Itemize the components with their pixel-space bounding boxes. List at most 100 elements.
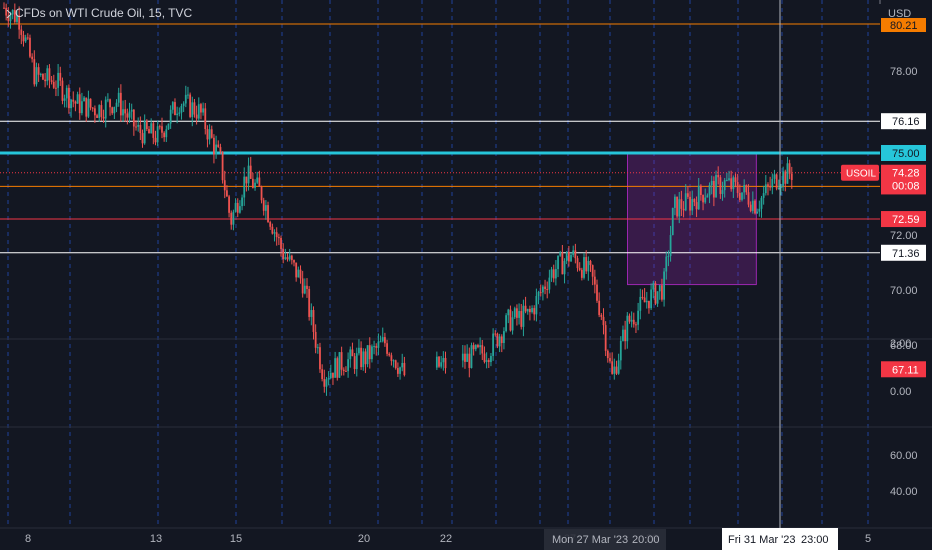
candle-body — [340, 352, 343, 370]
candle-body — [301, 278, 304, 294]
candle-body — [139, 124, 142, 134]
candle-body — [585, 257, 588, 272]
candle-body — [132, 109, 135, 127]
candle-body — [184, 94, 187, 104]
candle-body — [782, 171, 785, 186]
candle-body — [624, 329, 627, 342]
candle-body — [444, 357, 447, 369]
candle-body — [290, 255, 293, 261]
candle-body — [106, 99, 109, 101]
candle-body — [100, 105, 103, 117]
candle-body — [751, 200, 754, 211]
candle-body — [639, 296, 642, 311]
candle-body — [65, 87, 68, 99]
x-tick-label: 22 — [440, 533, 452, 545]
candle-body — [78, 94, 81, 114]
candle-body — [686, 193, 689, 197]
level-76.16-badge — [881, 113, 926, 130]
level-72.59-label: 72.59 — [892, 214, 920, 226]
candle-body — [769, 185, 772, 188]
candle-body — [76, 94, 79, 104]
candle-body — [570, 254, 572, 262]
candle-body — [567, 251, 570, 262]
candle-body — [552, 269, 555, 279]
candle-body — [559, 252, 562, 256]
candle-body — [390, 355, 393, 361]
candle-body — [135, 126, 137, 128]
candle-body — [174, 102, 176, 116]
candle-body — [362, 351, 365, 368]
candle-body — [643, 297, 646, 303]
candle-body — [635, 324, 637, 326]
candle-body — [788, 163, 791, 174]
level-71.36-label: 71.36 — [892, 248, 920, 260]
candle-body — [154, 137, 157, 143]
candle-body — [580, 269, 583, 278]
candle-body — [165, 129, 168, 138]
candle-body — [171, 102, 174, 110]
candle-body — [182, 103, 185, 106]
candle-body — [286, 257, 289, 260]
candle-body — [507, 309, 510, 316]
candle-body — [16, 15, 18, 22]
candle-body — [234, 202, 237, 212]
candle-body — [589, 261, 592, 266]
candle-body — [591, 265, 594, 277]
candle-body — [273, 232, 276, 234]
candle-body — [141, 133, 144, 144]
candle-body — [22, 34, 25, 42]
candle-body — [72, 99, 75, 102]
countdown-label: 00:08 — [892, 181, 920, 193]
candle-body — [299, 269, 302, 279]
candle-body — [738, 192, 741, 200]
candle-body — [342, 369, 345, 371]
candle-body — [87, 98, 90, 117]
candle-body — [156, 126, 159, 143]
candle-body — [637, 310, 640, 325]
candle-body — [314, 331, 317, 348]
indicator-tick: 60.00 — [890, 450, 918, 462]
candle-body — [648, 300, 650, 309]
candle-body — [520, 311, 523, 327]
candle-body — [628, 315, 631, 322]
candle-body — [180, 105, 183, 113]
candle-body — [381, 337, 384, 342]
candle-body — [790, 173, 793, 181]
crosshair-date-label: Fri 31 Mar '23 — [728, 534, 796, 546]
candle-body — [7, 15, 10, 22]
candle-body — [193, 102, 196, 115]
candle-body — [375, 346, 378, 348]
candle-body — [596, 284, 598, 301]
candle-body — [622, 329, 624, 341]
candle-body — [323, 379, 326, 387]
candle-body — [48, 68, 51, 81]
collapse-arrow-icon[interactable] — [6, 10, 12, 18]
candle-body — [442, 357, 445, 363]
candle-body — [606, 350, 609, 359]
candle-body — [115, 102, 118, 107]
candle-body — [706, 195, 709, 198]
chart-header: CFDs on WTI Crude Oil, 15, TVC — [6, 6, 192, 20]
candle-body — [98, 105, 101, 118]
candle-body — [215, 144, 217, 155]
candle-body — [758, 208, 761, 212]
candle-body — [695, 202, 698, 210]
candle-body — [122, 109, 124, 116]
candle-body — [33, 59, 36, 85]
candle-body — [652, 283, 655, 290]
candle-body — [438, 356, 440, 367]
candle-body — [128, 111, 131, 118]
crosshair-time-label: 23:00 — [801, 534, 829, 546]
candle-body — [399, 367, 401, 374]
candle-body — [745, 185, 748, 193]
candle-body — [46, 68, 49, 82]
candle-body — [195, 114, 198, 119]
candle-body — [717, 175, 720, 178]
candle-body — [574, 250, 577, 259]
candle-body — [258, 177, 261, 187]
candle-body — [388, 353, 391, 356]
candle-body — [531, 308, 533, 313]
candle-body — [63, 98, 66, 101]
candle-body — [723, 180, 726, 191]
